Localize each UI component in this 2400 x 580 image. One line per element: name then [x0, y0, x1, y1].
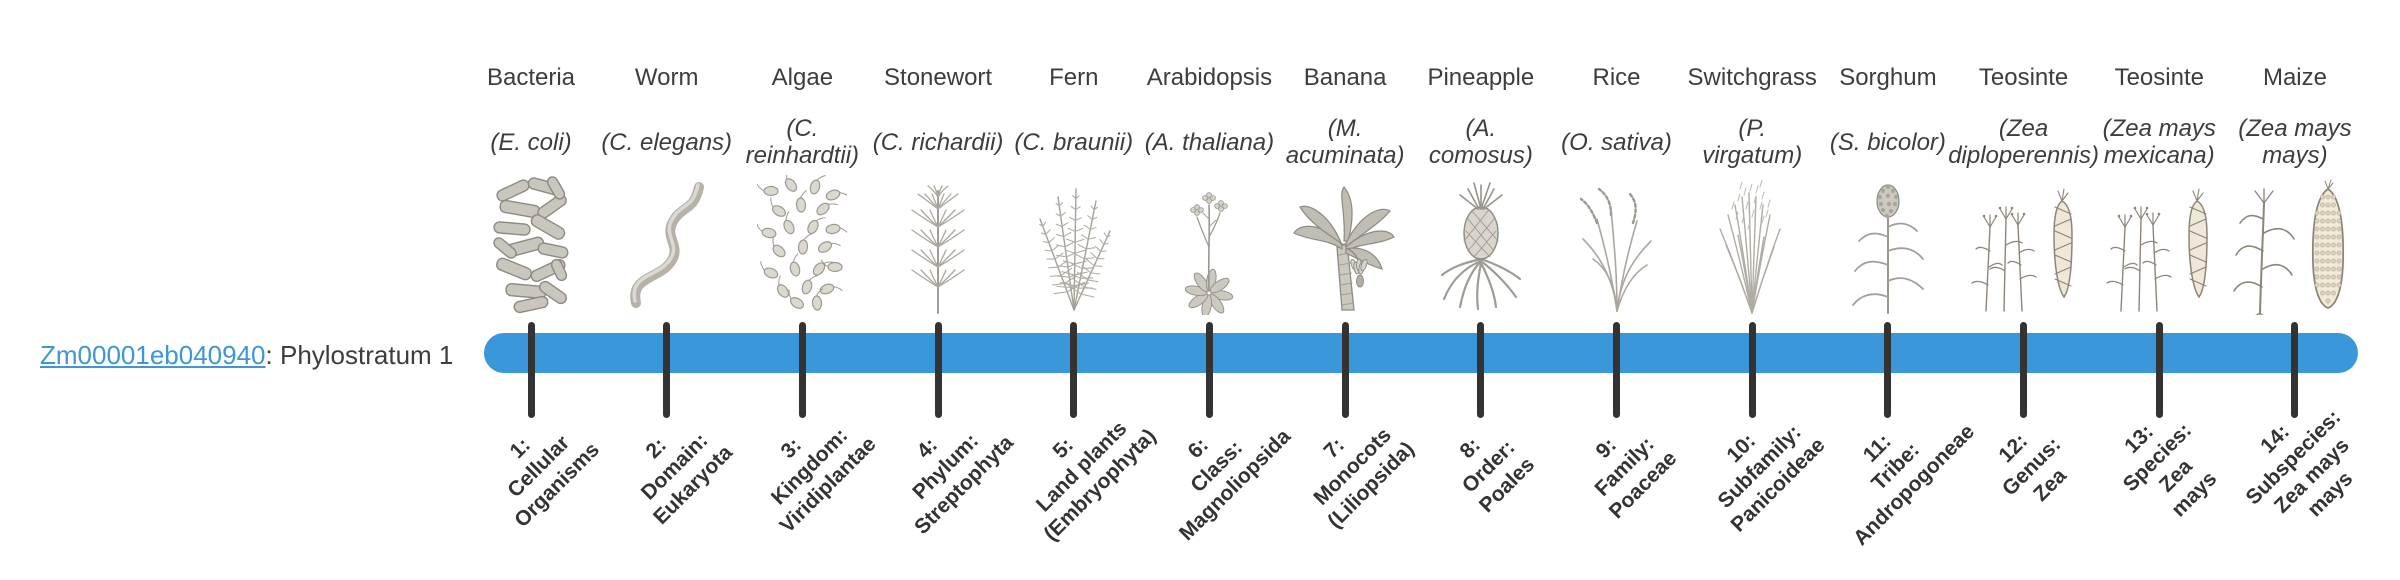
timeline-tick: [1477, 322, 1485, 418]
phylostratum-label: 4: Phylum: Streptophyta: [908, 429, 1019, 539]
species-common-name: Teosinte: [1978, 64, 2069, 91]
phylostratum-label: 7: Monocots (Liliopsida): [1309, 423, 1419, 533]
phylostratum-label: 10: Subfamily: Panicoideae: [1713, 420, 1830, 537]
arabidopsis-icon: [1131, 170, 1287, 315]
species-latin-name: (P. virgatum): [1702, 115, 1803, 169]
species-common-name: Teosinte: [2114, 64, 2204, 91]
phylostratum-label: 14: Subspecies: Zea mays mays: [2241, 405, 2358, 522]
species-common-name: Switchgrass: [1687, 64, 1817, 91]
timeline-tick: [934, 322, 942, 418]
species-common-name: Banana: [1303, 64, 1387, 91]
species-common-name: Sorghum: [1839, 64, 1937, 91]
phylostratum-label: 9: Family: Poaceae: [1590, 432, 1681, 524]
species-common-name: Worm: [634, 64, 699, 91]
timeline-tick: [1070, 322, 1078, 418]
timeline-tick: [1341, 322, 1349, 418]
species-common-name: Pineapple: [1427, 64, 1535, 91]
sorghum-icon: [1810, 170, 1966, 315]
gene-id-link[interactable]: Zm00001eb040940: [40, 340, 266, 370]
species-latin-name: (S. bicolor): [1829, 128, 1946, 156]
species-latin-name: (Zea diploperennis): [1948, 115, 2099, 169]
gene-label: Zm00001eb040940: Phylostratum 1: [40, 340, 453, 371]
species-common-name: Maize: [2262, 64, 2327, 91]
species-latin-name: (E. coli): [490, 128, 572, 156]
phylostratum-label: 12: Genus: Zea: [1993, 429, 2071, 506]
species-latin-name: (A. thaliana): [1144, 128, 1275, 156]
timeline-bar: [484, 333, 2358, 373]
phylostratum-label: 1: Cellular Organisms: [503, 431, 604, 532]
phylostratum-label: 11: Tribe: Andropogoneae: [1848, 419, 1979, 551]
pineapple-icon: [1403, 170, 1559, 315]
teosinte-icon: [1946, 170, 2102, 315]
phylostratum-label: 2: Domain: Eukaryota: [636, 428, 737, 530]
phylostratum-label: 3: Kingdom: Viridiplantae: [767, 423, 881, 538]
bacteria-icon: [453, 170, 609, 315]
gene-phylostratum-text: : Phylostratum 1: [265, 340, 454, 370]
switchgrass-icon: [1674, 170, 1830, 315]
maize-icon: [2217, 170, 2373, 315]
phylostratum-label: 5: Land plants (Embryophyta): [1031, 416, 1161, 546]
species-common-name: Fern: [1049, 64, 1099, 91]
species-common-name: Arabidopsis: [1146, 64, 1273, 91]
worm-icon: [589, 170, 745, 315]
phylostratum-label: 13: Species: Zea mays: [2119, 418, 2222, 522]
timeline-tick: [1205, 322, 1213, 418]
species-latin-name: (M. acuminata): [1285, 115, 1405, 169]
timeline-tick: [2155, 322, 2163, 418]
timeline-tick: [2291, 322, 2299, 418]
timeline-tick: [663, 322, 671, 418]
timeline-tick: [798, 322, 806, 418]
algae-icon: [724, 170, 880, 315]
timeline-tick: [1884, 322, 1892, 418]
timeline-tick: [2020, 322, 2028, 418]
timeline-tick: [1613, 322, 1621, 418]
banana-icon: [1267, 170, 1423, 315]
rice-icon: [1539, 170, 1695, 315]
fern-icon: [996, 170, 1152, 315]
species-common-name: Stonewort: [884, 64, 993, 91]
species-common-name: Algae: [771, 64, 834, 91]
species-latin-name: (Zea mays mexicana): [2102, 115, 2216, 169]
species-latin-name: (C. reinhardtii): [745, 115, 860, 169]
species-latin-name: (O. sativa): [1561, 128, 1672, 156]
species-latin-name: (C. elegans): [601, 128, 733, 156]
species-latin-name: (C. richardii): [872, 128, 1004, 156]
timeline-tick: [1748, 322, 1756, 418]
teosinte-icon: [2081, 170, 2237, 315]
phylostratum-label: 6: Class: Magnoliopsida: [1175, 424, 1296, 546]
species-latin-name: (Zea mays mays): [2238, 115, 2352, 169]
species-latin-name: (C. braunii): [1014, 128, 1134, 156]
species-common-name: Rice: [1592, 64, 1641, 91]
timeline-tick: [527, 322, 535, 418]
species-latin-name: (A. comosus): [1428, 115, 1533, 169]
species-common-name: Bacteria: [486, 64, 576, 91]
phylostratum-label: 8: Order: Poales: [1455, 433, 1539, 518]
stonewort-icon: [860, 170, 1016, 315]
